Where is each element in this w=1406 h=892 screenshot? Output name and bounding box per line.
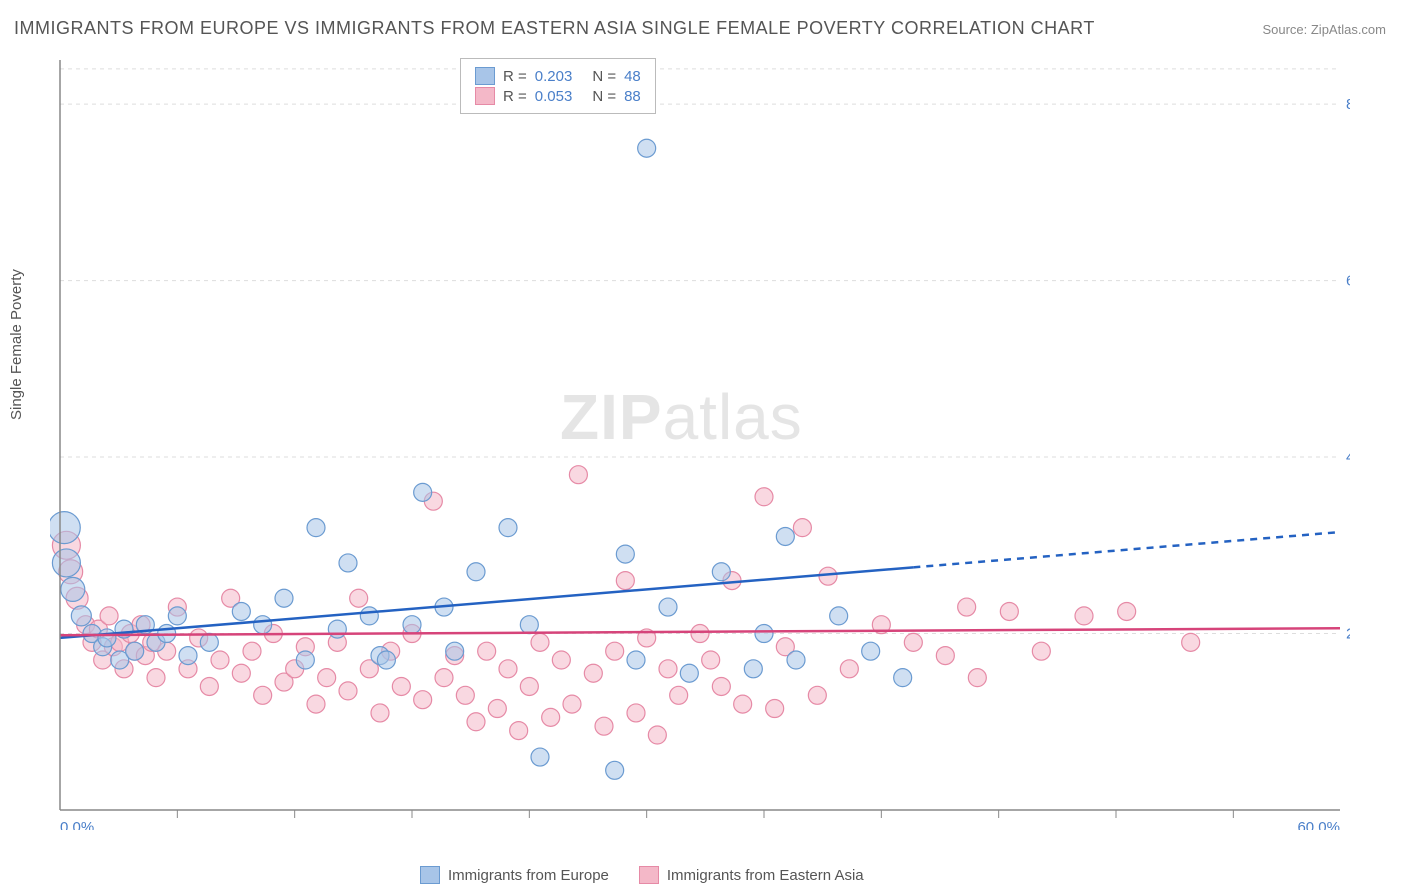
y-axis-label: Single Female Poverty — [8, 269, 25, 420]
chart-title: IMMIGRANTS FROM EUROPE VS IMMIGRANTS FRO… — [14, 18, 1095, 39]
source-name: ZipAtlas.com — [1311, 22, 1386, 37]
scatter-svg: 0.0% 60.0% 20.0% 40.0% 60.0% 80.0% — [50, 60, 1350, 830]
legend-item-asia: Immigrants from Eastern Asia — [639, 866, 864, 884]
swatch-asia — [639, 866, 659, 884]
svg-text:80.0%: 80.0% — [1346, 96, 1350, 113]
legend-label-europe: Immigrants from Europe — [448, 867, 609, 884]
svg-text:0.0%: 0.0% — [60, 819, 94, 830]
correlation-legend: R = 0.203 N = 48 R = 0.053 N = 88 — [460, 58, 656, 114]
legend-label-asia: Immigrants from Eastern Asia — [667, 867, 864, 884]
r-label: R = — [503, 68, 527, 85]
svg-text:60.0%: 60.0% — [1346, 273, 1350, 290]
r-value-asia: 0.053 — [535, 88, 573, 105]
legend-row-europe: R = 0.203 N = 48 — [475, 67, 641, 85]
legend-row-asia: R = 0.053 N = 88 — [475, 87, 641, 105]
n-value-asia: 88 — [624, 88, 641, 105]
r-label: R = — [503, 88, 527, 105]
source-attribution: Source: ZipAtlas.com — [1262, 22, 1386, 37]
svg-text:40.0%: 40.0% — [1346, 449, 1350, 466]
n-label: N = — [592, 88, 616, 105]
swatch-europe — [420, 866, 440, 884]
svg-text:60.0%: 60.0% — [1297, 819, 1340, 830]
series-legend: Immigrants from Europe Immigrants from E… — [420, 866, 864, 884]
r-value-europe: 0.203 — [535, 68, 573, 85]
legend-item-europe: Immigrants from Europe — [420, 866, 609, 884]
swatch-asia — [475, 87, 495, 105]
n-value-europe: 48 — [624, 68, 641, 85]
chart-plot-area: 0.0% 60.0% 20.0% 40.0% 60.0% 80.0% — [50, 60, 1350, 830]
svg-text:20.0%: 20.0% — [1346, 626, 1350, 643]
swatch-europe — [475, 67, 495, 85]
source-prefix: Source: — [1262, 22, 1310, 37]
n-label: N = — [592, 68, 616, 85]
